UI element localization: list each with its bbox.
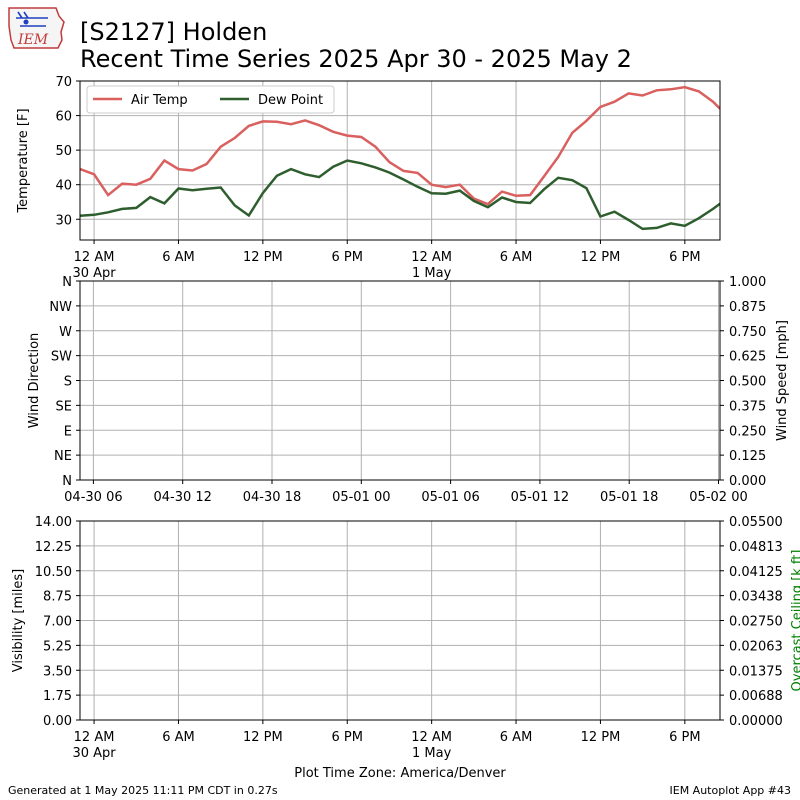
wind-tick-label-x: 05-01 12 <box>511 490 569 505</box>
temp-tick-label-y: 70 <box>55 75 72 90</box>
temp-tick-sublabel-x: 1 May <box>412 266 452 281</box>
legend-box <box>86 85 335 114</box>
wind-speed-tick-label: 0.625 <box>729 350 766 365</box>
temp-tick-label-x: 6 AM <box>162 250 195 265</box>
vis-tick-label-x: 6 AM <box>500 730 533 745</box>
wind-direction-tick-label: N <box>62 474 72 489</box>
ceiling-tick-label: 0.02063 <box>729 639 783 654</box>
wind-speed-tick-label: 0.000 <box>729 474 766 489</box>
wind-direction-axis-label: Wind Direction <box>27 333 42 429</box>
temp-plot-frame <box>79 80 721 241</box>
station-dot-icon <box>23 19 29 25</box>
wind-tick-label-x: 05-01 00 <box>332 490 390 505</box>
ceiling-tick-label: 0.04813 <box>729 540 783 555</box>
ceiling-tick-label: 0.00688 <box>729 689 783 704</box>
page-subtitle: Recent Time Series 2025 Apr 30 - 2025 Ma… <box>80 45 632 73</box>
wind-direction-tick-label: E <box>64 424 72 439</box>
wind-speed-tick-label: 0.375 <box>729 399 766 414</box>
ceiling-axis-label: Overcast Ceiling [k ft] <box>790 550 800 692</box>
visibility-tick-label: 0.00 <box>43 714 72 729</box>
temp-tick-label-x: 6 PM <box>669 250 700 265</box>
temp-tick-label-x: 12 PM <box>581 250 621 265</box>
ceiling-tick-label: 0.03438 <box>729 590 783 605</box>
legend-label: Dew Point <box>258 93 323 108</box>
wind-speed-tick-label: 0.250 <box>729 424 766 439</box>
ceiling-tick-label: 0.05500 <box>729 515 783 530</box>
wind-speed-tick-label: 0.500 <box>729 375 766 390</box>
temp-tick-sublabel-x: 30 Apr <box>72 266 116 281</box>
temp-tick-label-x: 6 PM <box>332 250 363 265</box>
vis-tick-label-x: 12 PM <box>243 730 283 745</box>
wind-barb-icon <box>16 11 48 27</box>
temp-tick-label-x: 12 PM <box>243 250 283 265</box>
visibility-tick-label: 12.25 <box>35 540 72 555</box>
wind-direction-tick-label: N <box>62 275 72 290</box>
ceiling-tick-label: 0.04125 <box>729 565 783 580</box>
vis-tick-sublabel-x: 30 Apr <box>72 746 116 761</box>
generated-note: Generated at 1 May 2025 11:11 PM CDT in … <box>8 784 278 797</box>
vis-tick-label-x: 6 AM <box>162 730 195 745</box>
wind-speed-axis-label: Wind Speed [mph] <box>775 320 790 441</box>
wind-direction-tick-label: W <box>59 325 72 340</box>
wind-direction-tick-label: NW <box>49 300 72 315</box>
wind-direction-tick-label: SW <box>51 350 72 365</box>
wind-plot-frame <box>79 280 721 481</box>
logo-text: IEM <box>17 32 49 48</box>
wind-tick-label-x: 04-30 18 <box>243 490 301 505</box>
visibility-tick-label: 3.50 <box>43 664 72 679</box>
temp-tick-label-x: 12 AM <box>74 250 115 265</box>
visibility-tick-label: 7.00 <box>43 615 72 630</box>
page-title: [S2127] Holden <box>80 18 268 46</box>
temp-tick-label-y: 60 <box>55 110 72 125</box>
wind-speed-tick-label: 1.000 <box>729 275 766 290</box>
wind-tick-label-x: 05-02 00 <box>689 490 747 505</box>
vis-tick-sublabel-x: 1 May <box>412 746 452 761</box>
visibility-tick-label: 14.00 <box>35 515 72 530</box>
app-note: IEM Autoplot App #43 <box>669 784 792 797</box>
ceiling-tick-label: 0.00000 <box>729 714 783 729</box>
wind-direction-tick-label: S <box>64 375 72 390</box>
dew-point-line <box>80 159 720 231</box>
vis-tick-label-x: 12 PM <box>581 730 621 745</box>
wind-tick-label-x: 04-30 12 <box>153 490 211 505</box>
vis-axis-label-x: Plot Time Zone: America/Denver <box>294 766 506 781</box>
iem-logo: IEM <box>8 7 65 49</box>
visibility-tick-label: 10.50 <box>35 565 72 580</box>
wind-direction-tick-label: NE <box>54 449 72 464</box>
visibility-tick-label: 8.75 <box>43 590 72 605</box>
wind-speed-tick-label: 0.125 <box>729 449 766 464</box>
visibility-tick-label: 1.75 <box>43 689 72 704</box>
temp-tick-label-y: 50 <box>55 144 72 159</box>
ceiling-tick-label: 0.01375 <box>729 664 783 679</box>
vis-tick-label-x: 12 AM <box>74 730 115 745</box>
wind-speed-tick-label: 0.750 <box>729 325 766 340</box>
temp-tick-label-x: 12 AM <box>411 250 452 265</box>
vis-tick-label-x: 6 PM <box>669 730 700 745</box>
temp-tick-label-y: 30 <box>55 213 72 228</box>
temp-tick-label-x: 6 AM <box>500 250 533 265</box>
wind-direction-tick-label: SE <box>56 399 72 414</box>
temp-axis-label-y: Temperature [F] <box>16 108 31 213</box>
visibility-axis-label: Visibility [miles] <box>11 569 26 672</box>
ceiling-tick-label: 0.02750 <box>729 615 783 630</box>
temp-tick-label-y: 40 <box>55 179 72 194</box>
wind-tick-label-x: 05-01 06 <box>421 490 479 505</box>
wind-tick-label-x: 05-01 18 <box>600 490 658 505</box>
legend-label: Air Temp <box>131 93 188 108</box>
vis-tick-label-x: 6 PM <box>332 730 363 745</box>
vis-tick-label-x: 12 AM <box>411 730 452 745</box>
air-temp-line <box>80 85 720 206</box>
wind-tick-label-x: 04-30 06 <box>64 490 122 505</box>
vis-plot-frame <box>79 520 721 721</box>
visibility-tick-label: 5.25 <box>43 639 72 654</box>
wind-speed-tick-label: 0.875 <box>729 300 766 315</box>
